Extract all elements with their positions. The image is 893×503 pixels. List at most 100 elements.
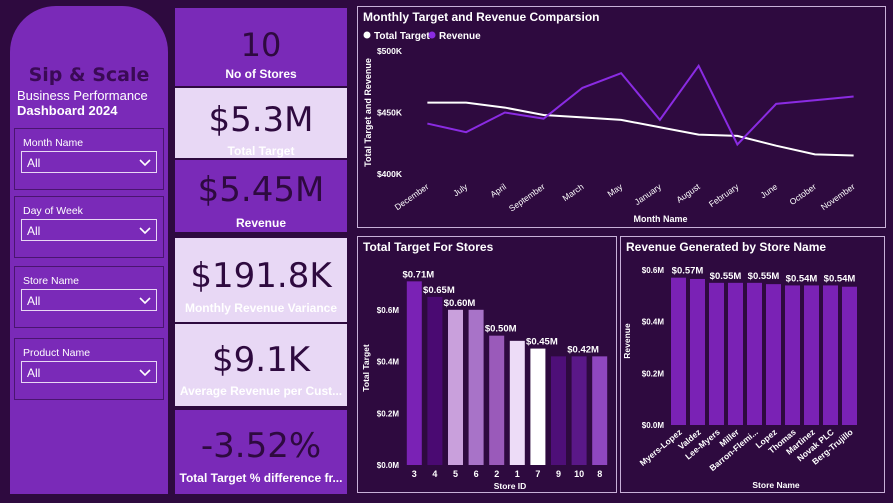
brand-title: Sip & Scale (28, 64, 150, 86)
kpi-label: Average Revenue per Cust... (179, 384, 343, 398)
series-line-0 (427, 101, 854, 157)
dropdown-value: All (27, 366, 41, 380)
kpi-label: No of Stores (225, 67, 297, 81)
x-tick-label: August (674, 181, 702, 205)
day-of-week-dropdown[interactable]: All (21, 219, 157, 241)
slicer-product-name: Product Name All (14, 338, 164, 400)
data-label: $0.60M (444, 298, 476, 309)
x-tick-label: 2 (494, 469, 499, 479)
bar (427, 296, 443, 465)
kpi-label: Revenue (235, 216, 287, 230)
dropdown-value: All (27, 156, 41, 170)
y-tick-label: $0.2M (642, 369, 665, 378)
slicer-label: Month Name (23, 137, 84, 149)
x-tick-label: June (758, 181, 779, 200)
slicer-month-name: Month Name All (14, 128, 164, 190)
x-tick-label: Myers-Lopez (638, 427, 684, 468)
x-tick-label: October (788, 181, 819, 207)
bar (690, 278, 705, 425)
chevron-down-icon (139, 297, 151, 305)
y-tick-label: $400K (377, 169, 403, 179)
data-label: $0.45M (526, 337, 558, 348)
x-tick-label: 6 (474, 469, 479, 479)
legend-label-1: Revenue (439, 31, 481, 42)
kpi-card-total-target: $5.3M Total Target (175, 88, 347, 158)
chevron-down-icon (139, 227, 151, 235)
bar (671, 277, 686, 425)
store-name-dropdown[interactable]: All (21, 289, 157, 311)
bar (785, 285, 800, 425)
kpi-value: -3.52% (200, 426, 322, 466)
bar (468, 309, 484, 465)
bar (747, 282, 762, 425)
data-label: $0.57M (672, 266, 704, 277)
dropdown-value: All (27, 224, 41, 238)
monthly-comparison-panel: Monthly Target and Revenue Comparsion To… (357, 6, 886, 228)
data-label: $0.55M (710, 271, 742, 282)
x-tick-label: 3 (412, 469, 417, 479)
bar (571, 356, 587, 465)
x-tick-label: 8 (597, 469, 602, 479)
bar (728, 282, 743, 425)
kpi-value: $5.3M (208, 100, 314, 140)
bar (766, 284, 781, 425)
kpi-card-avg-revenue: $9.1K Average Revenue per Cust... (175, 324, 347, 406)
data-label: $0.50M (485, 324, 517, 335)
chart-title: Revenue Generated by Store Name (626, 240, 827, 254)
x-tick-label: May (605, 181, 625, 199)
kpi-label: Total Target (227, 144, 295, 158)
y-tick-label: $450K (377, 108, 403, 118)
x-tick-label: March (560, 181, 585, 203)
bar (842, 286, 857, 425)
x-tick-label: 4 (432, 469, 437, 479)
series-line-1 (427, 63, 854, 147)
x-tick-label: 5 (453, 469, 458, 479)
data-label: $0.55M (748, 271, 780, 282)
x-tick-label: January (633, 181, 664, 207)
y-tick-label: $0.4M (377, 358, 400, 367)
y-tick-label: $0.6M (377, 306, 400, 315)
bar (551, 356, 566, 465)
x-tick-label: 10 (574, 469, 584, 479)
kpi-label: Total Target % difference fr... (179, 471, 343, 485)
bar (709, 282, 724, 425)
month-name-dropdown[interactable]: All (21, 151, 157, 173)
x-axis-label: Store Name (752, 480, 800, 490)
legend-marker-0 (363, 31, 371, 39)
kpi-card-target-difference: -3.52% Total Target % difference fr... (175, 410, 347, 494)
data-label: $0.54M (824, 273, 856, 284)
kpi-label: Monthly Revenue Variance (184, 301, 338, 315)
y-tick-label: $0.0M (642, 421, 665, 430)
dropdown-value: All (27, 294, 41, 308)
x-tick-label: July (451, 181, 470, 198)
x-tick-label: November (819, 181, 857, 212)
legend-marker-1 (428, 31, 436, 39)
y-tick-label: $0.0M (377, 461, 400, 470)
bar (509, 340, 525, 465)
chart-title: Total Target For Stores (363, 240, 494, 254)
data-label: $0.65M (423, 285, 455, 296)
bar (804, 285, 819, 425)
y-tick-label: $500K (377, 46, 403, 56)
y-tick-label: $0.4M (642, 318, 665, 327)
x-tick-label: 9 (556, 469, 561, 479)
kpi-value: $5.45M (197, 170, 325, 210)
kpi-card-monthly-variance: $191.8K Monthly Revenue Variance (175, 238, 347, 322)
data-label: $0.54M (786, 273, 818, 284)
store-target-chart: $0.0M $0.2M $0.4M $0.6M Total Target $0.71M $0… (361, 269, 608, 491)
x-tick-label: 7 (535, 469, 540, 479)
chart-title: Monthly Target and Revenue Comparsion (363, 10, 600, 24)
bar (823, 285, 838, 425)
slicer-day-of-week: Day of Week All (14, 196, 164, 258)
product-name-dropdown[interactable]: All (21, 361, 157, 383)
legend-label-0: Total Target (374, 31, 430, 42)
bar (448, 309, 463, 465)
data-label: $0.71M (402, 269, 434, 280)
y-axis-label: Total Target and Revenue (363, 58, 373, 167)
x-tick-label: February (707, 181, 741, 209)
data-label: $0.42M (567, 344, 599, 355)
slicer-label: Product Name (23, 347, 91, 359)
monthly-comparison-chart: Total Target Revenue $400K $450K $500K Total … (363, 31, 857, 224)
x-tick-label: April (488, 181, 508, 199)
y-axis-label: Total Target (361, 344, 371, 392)
